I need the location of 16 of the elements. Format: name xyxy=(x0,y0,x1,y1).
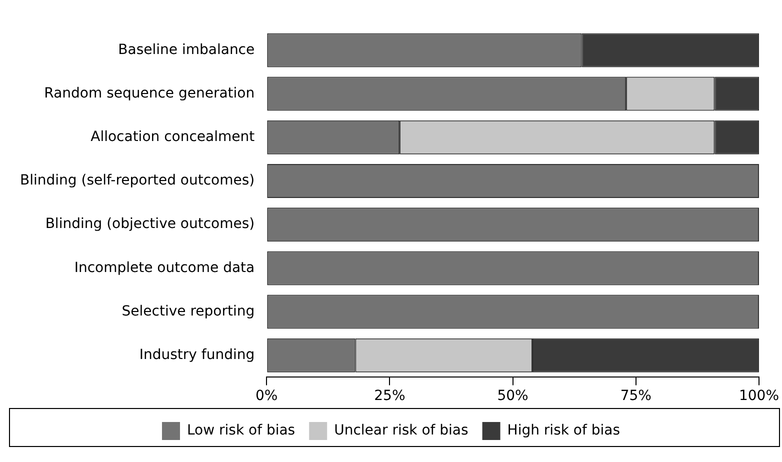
y-tick-label: Allocation concealment xyxy=(90,129,256,146)
y-tick-label: Industry funding xyxy=(139,347,255,364)
y-tick-label: Incomplete outcome data xyxy=(74,260,255,276)
legend-label: Low risk of bias xyxy=(186,422,296,439)
x-tick-label: 0% xyxy=(256,388,278,404)
y-tick-label: Selective reporting xyxy=(122,303,255,320)
x-tick-label: 75% xyxy=(620,388,652,404)
y-tick-label: Baseline imbalance xyxy=(118,42,255,58)
legend-label: High risk of bias xyxy=(507,422,620,439)
legend-label: Unclear risk of bias xyxy=(334,422,468,439)
x-tick-label: 100% xyxy=(738,388,780,404)
y-tick-label: Random sequence generation xyxy=(44,85,255,102)
x-tick-label: 25% xyxy=(374,388,406,404)
y-tick-label: Blinding (objective outcomes) xyxy=(45,216,255,232)
y-tick-label: Blinding (self-reported outcomes) xyxy=(20,172,255,189)
x-tick-label: 50% xyxy=(497,388,528,404)
